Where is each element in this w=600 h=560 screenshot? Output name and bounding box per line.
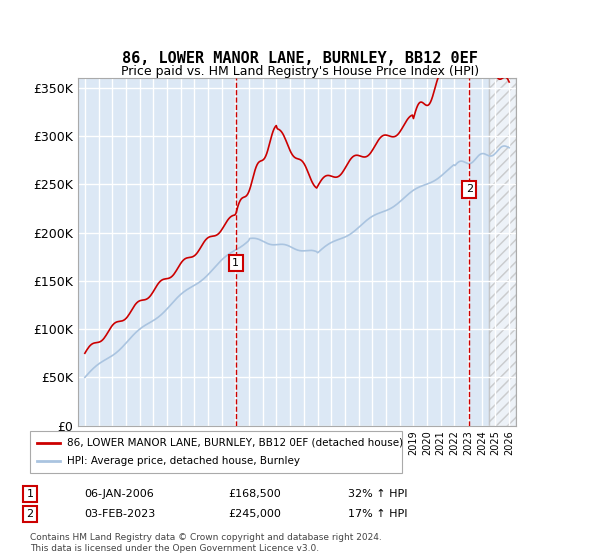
Text: 03-FEB-2023: 03-FEB-2023: [84, 509, 155, 519]
Text: £168,500: £168,500: [228, 489, 281, 499]
Text: Contains HM Land Registry data © Crown copyright and database right 2024.
This d: Contains HM Land Registry data © Crown c…: [30, 534, 382, 553]
Text: 17% ↑ HPI: 17% ↑ HPI: [348, 509, 407, 519]
Text: Price paid vs. HM Land Registry's House Price Index (HPI): Price paid vs. HM Land Registry's House …: [121, 65, 479, 78]
Text: 2: 2: [26, 509, 34, 519]
Text: £245,000: £245,000: [228, 509, 281, 519]
Text: 06-JAN-2006: 06-JAN-2006: [84, 489, 154, 499]
Text: 2: 2: [466, 184, 473, 194]
Bar: [488, 78, 516, 426]
Text: 1: 1: [232, 258, 239, 268]
Text: HPI: Average price, detached house, Burnley: HPI: Average price, detached house, Burn…: [67, 456, 300, 466]
Text: 86, LOWER MANOR LANE, BURNLEY, BB12 0EF (detached house): 86, LOWER MANOR LANE, BURNLEY, BB12 0EF …: [67, 438, 403, 448]
FancyBboxPatch shape: [30, 431, 402, 473]
Text: 1: 1: [26, 489, 34, 499]
Text: 32% ↑ HPI: 32% ↑ HPI: [348, 489, 407, 499]
Text: 86, LOWER MANOR LANE, BURNLEY, BB12 0EF: 86, LOWER MANOR LANE, BURNLEY, BB12 0EF: [122, 52, 478, 66]
Bar: [488, 78, 516, 426]
